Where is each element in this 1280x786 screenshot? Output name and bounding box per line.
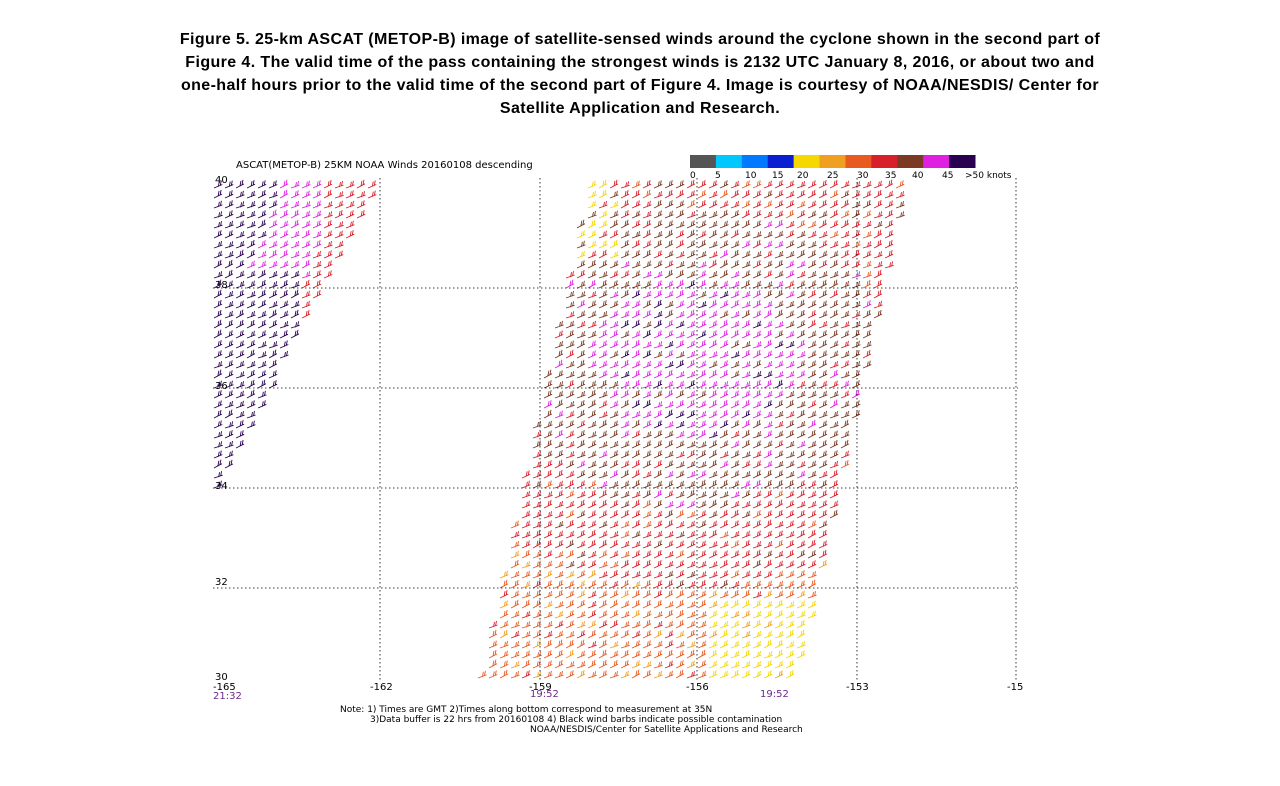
colorbar-label: 45 [942,171,953,181]
figure-title: ASCAT(METOP-B) 25KM NOAA Winds 20160108 … [236,160,533,171]
time-label: 21:32 [213,691,242,702]
colorbar-label: 20 [797,171,809,181]
wind-barb-group [301,179,905,679]
caption-line: Satellite Application and Research. [499,100,781,117]
colorbar-label: 35 [885,171,896,181]
wind-barb-group [576,179,817,679]
wind-barb-group [477,180,905,679]
colorbar-swatch [793,155,821,168]
x-label: -15 [1007,682,1023,693]
wind-barb-group [213,179,795,489]
x-label: -156 [686,682,709,693]
colorbar-swatch [715,155,743,168]
colorbar-label: 40 [912,171,924,181]
colorbar-swatch [923,155,950,168]
colorbar-swatch [871,155,898,168]
colorbar-swatch [845,155,872,168]
x-label: -165 [213,682,236,693]
wind-barb-group [499,550,828,679]
note: NOAA/NESDIS/Center for Satellite Applica… [530,725,803,735]
colorbar-label: 5 [715,171,721,181]
y-label: 34 [215,481,228,492]
y-label: 36 [215,381,228,392]
x-label: -153 [846,682,869,693]
time-label: 19:52 [760,689,789,700]
wind-barb-group [532,180,905,589]
caption: Figure 5. 25-km ASCAT (METOP-B) image of… [0,28,1280,120]
y-label: 38 [215,280,228,291]
note: Note: 1) Times are GMT 2)Times along bot… [340,705,712,715]
x-label: -159 [529,682,552,693]
wind-barb-group [246,179,872,509]
x-label: -162 [370,682,393,693]
colorbar-swatch [897,155,924,168]
colorbar-swatch [767,155,795,168]
colorbar-label: 15 [772,171,783,181]
y-label: 32 [215,577,228,588]
colorbar-label: 10 [745,171,757,181]
colorbar-swatch [949,155,976,168]
note: 3)Data buffer is 22 hrs from 20160108 4)… [370,715,782,725]
colorbar-label: 25 [827,171,838,181]
y-label: 40 [215,175,228,186]
caption-line: Figure 5. 25-km ASCAT (METOP-B) image of… [179,31,1101,48]
caption-line: one-half hours prior to the valid time o… [180,77,1100,94]
colorbar-swatch [741,155,769,168]
caption-line: Figure 4. The valid time of the pass con… [185,54,1095,71]
colorbar: 0 5 10 15 20 25 30 35 40 45 >50 knots [690,155,1012,181]
time-label: 19:52 [530,689,559,700]
wind-barbs [213,179,905,679]
colorbar-label: >50 knots [965,171,1012,181]
y-label: 30 [215,672,228,683]
colorbar-swatch [690,155,717,168]
colorbar-label: 0 [690,171,696,181]
colorbar-swatch [819,155,846,168]
colorbar-label: 30 [857,171,869,181]
